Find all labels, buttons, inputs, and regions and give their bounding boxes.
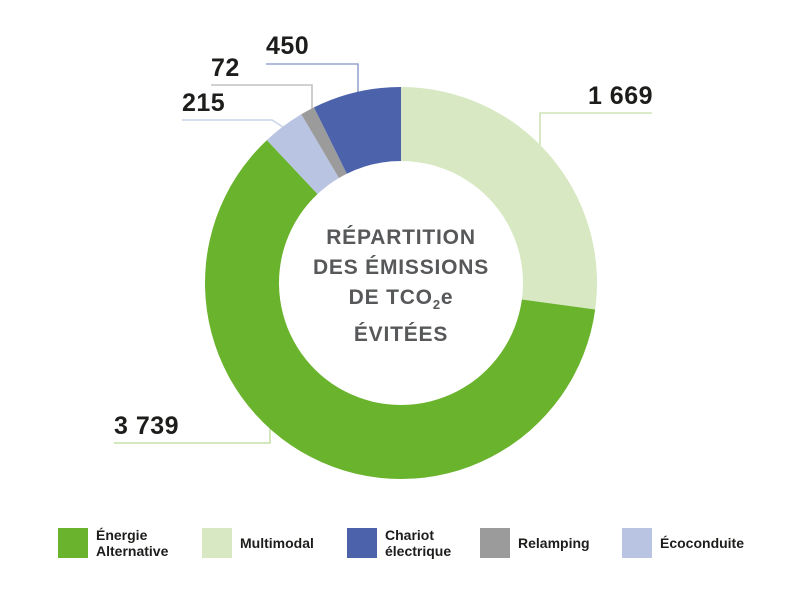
center-title-line: ÉVITÉES xyxy=(353,323,449,347)
chart-center-title: RÉPARTITION DES ÉMISSIONS DE TCO2e ÉVITÉ… xyxy=(261,223,541,350)
value-label-chariot-electrique: 450 xyxy=(266,32,310,60)
legend-label: électrique xyxy=(385,543,452,559)
legend-label: Alternative xyxy=(96,543,169,559)
legend-item-ecoconduite: Écoconduite xyxy=(622,528,744,558)
legend-item-relamping: Relamping xyxy=(480,528,590,558)
value-label-multimodal: 1 669 xyxy=(587,82,653,110)
center-title-line: DES ÉMISSIONS xyxy=(312,256,490,279)
slice-chariot-electrique xyxy=(313,87,401,174)
legend-swatch-energie-alternative xyxy=(58,528,88,558)
value-label-relamping: 72 xyxy=(211,54,240,82)
center-title-line: RÉPARTITION xyxy=(326,226,476,249)
leader-line-ecoconduite xyxy=(182,119,284,128)
leader-line-relamping xyxy=(211,84,313,110)
legend-swatch-relamping xyxy=(480,528,510,558)
legend-swatch-chariot-electrique xyxy=(347,528,377,558)
legend-label: Multimodal xyxy=(240,535,314,551)
value-label-ecoconduite: 215 xyxy=(182,89,226,117)
slice-energie-alternative xyxy=(204,140,596,479)
leader-line-energie-alternative xyxy=(114,428,271,444)
legend-swatch-ecoconduite xyxy=(622,528,652,558)
legend-label: Énergie xyxy=(96,527,148,543)
center-title-line: DE TCO2e xyxy=(348,286,454,313)
slice-multimodal xyxy=(401,87,597,310)
subscript-2: 2 xyxy=(432,297,441,313)
legend-item-energie-alternative: Énergie Alternative xyxy=(58,527,169,559)
legend-label: Chariot xyxy=(385,527,434,543)
leader-line-multimodal xyxy=(539,112,652,145)
legend-item-chariot-electrique: Chariot électrique xyxy=(347,527,452,559)
legend-swatch-multimodal xyxy=(202,528,232,558)
slice-ecoconduite xyxy=(266,114,339,195)
legend-label: Relamping xyxy=(518,535,590,551)
legend-label: Écoconduite xyxy=(660,535,745,551)
leader-line-chariot-electrique xyxy=(266,63,359,92)
slice-relamping xyxy=(301,107,347,178)
value-label-energie-alternative: 3 739 xyxy=(114,412,180,440)
legend-item-multimodal: Multimodal xyxy=(202,528,314,558)
